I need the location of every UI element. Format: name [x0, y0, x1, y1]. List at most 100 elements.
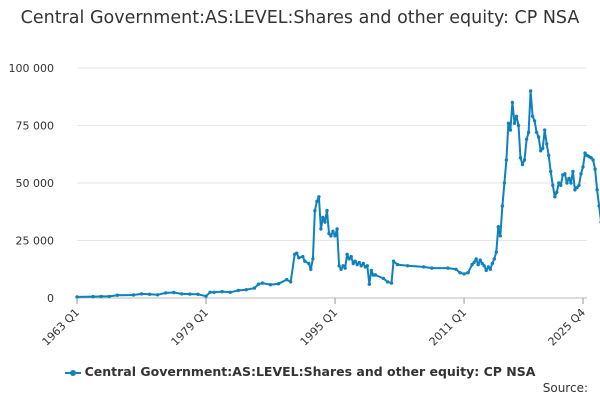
y-tick-label: 100 000: [9, 62, 55, 75]
data-point: [551, 183, 555, 187]
legend[interactable]: Central Government:AS:LEVEL:Shares and o…: [0, 364, 600, 379]
data-point: [361, 261, 365, 266]
data-point: [268, 283, 273, 287]
data-point: [534, 130, 539, 135]
x-tick-label: 1963 Q1: [40, 306, 83, 349]
data-point: [325, 208, 329, 213]
data-point: [75, 295, 79, 299]
data-point: [180, 292, 184, 296]
data-point: [530, 114, 535, 119]
data-point: [349, 254, 353, 259]
data-point: [476, 262, 480, 267]
data-point: [536, 135, 541, 139]
data-point: [343, 266, 347, 270]
data-point: [539, 149, 543, 153]
data-point: [91, 294, 95, 299]
series-layer: [75, 89, 600, 299]
data-point: [313, 208, 317, 213]
y-tick-label: 0: [47, 292, 54, 305]
data-point: [514, 114, 519, 119]
data-point: [446, 266, 450, 270]
data-point: [367, 282, 371, 286]
data-point: [569, 181, 573, 185]
data-point: [508, 128, 513, 132]
data-point: [147, 292, 152, 296]
data-point: [553, 195, 557, 199]
data-point: [196, 292, 200, 296]
data-point: [244, 288, 248, 292]
data-point: [422, 265, 426, 269]
data-point: [512, 121, 517, 125]
data-point: [345, 252, 349, 256]
data-point: [335, 227, 339, 231]
data-point: [369, 268, 373, 273]
data-point: [547, 153, 551, 158]
data-point: [559, 183, 563, 187]
data-point: [131, 293, 136, 297]
data-point: [470, 262, 474, 267]
data-point: [466, 271, 470, 275]
data-point: [478, 258, 482, 262]
data-point: [490, 261, 494, 266]
legend-label: Central Government:AS:LEVEL:Shares and o…: [84, 364, 536, 379]
data-point: [573, 188, 577, 192]
data-point: [260, 281, 265, 285]
data-point: [454, 267, 458, 271]
data-point: [516, 123, 521, 128]
data-point: [315, 199, 319, 204]
data-point: [589, 156, 593, 160]
data-point: [389, 281, 394, 285]
data-point: [339, 267, 343, 271]
data-point: [567, 176, 571, 181]
data-point: [319, 227, 323, 231]
data-point: [289, 280, 293, 284]
data-point: [212, 290, 216, 294]
data-point: [581, 165, 585, 169]
data-point: [543, 128, 547, 132]
data-point: [595, 188, 599, 192]
data-point: [317, 195, 321, 199]
gridlines: [77, 67, 587, 299]
data-point: [480, 261, 484, 266]
data-point: [333, 234, 337, 238]
data-point: [391, 259, 396, 263]
data-point: [518, 156, 523, 160]
data-point: [139, 292, 144, 296]
data-point: [555, 190, 559, 194]
data-point: [301, 254, 305, 259]
data-point: [107, 294, 112, 299]
data-point: [341, 264, 345, 268]
data-point: [510, 100, 515, 105]
source-link[interactable]: Source:: [542, 381, 588, 395]
data-point: [575, 185, 579, 190]
x-tick-label: 1979 Q1: [169, 306, 212, 349]
data-point: [583, 151, 587, 155]
data-point: [303, 259, 307, 263]
data-point: [355, 262, 359, 267]
data-point: [557, 181, 561, 185]
data-point: [381, 276, 386, 281]
data-point: [285, 277, 289, 282]
data-point: [337, 264, 341, 268]
data-point: [395, 262, 400, 267]
data-point: [236, 288, 240, 293]
x-tick-label: 2011 Q1: [427, 306, 470, 349]
data-point: [430, 266, 434, 270]
data-point: [115, 293, 120, 297]
data-point: [309, 267, 313, 271]
data-point: [331, 229, 335, 233]
x-tick-label: 2025 Q4: [546, 306, 589, 349]
data-point: [359, 264, 363, 268]
data-point: [579, 172, 583, 176]
x-tick-label: 1995 Q1: [298, 306, 341, 349]
data-point: [597, 204, 600, 208]
data-point: [498, 234, 502, 238]
data-point: [458, 271, 462, 275]
data-point: [486, 265, 490, 269]
data-point: [365, 264, 369, 268]
data-point: [563, 172, 567, 176]
data-point: [474, 257, 478, 261]
data-point: [311, 257, 315, 261]
data-point: [462, 272, 466, 276]
